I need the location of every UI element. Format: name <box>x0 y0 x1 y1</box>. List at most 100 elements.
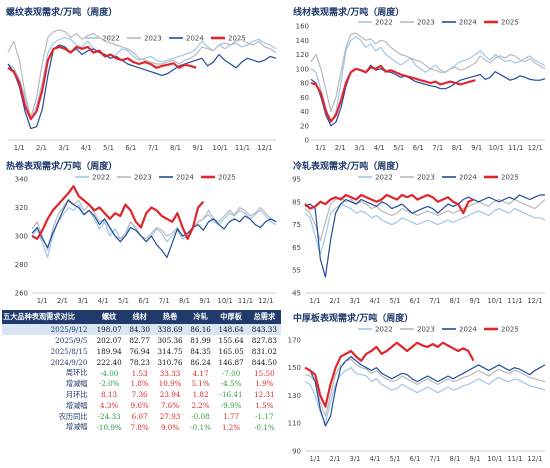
row-label: 月环比 <box>65 389 88 399</box>
x-tick-label: 4/1 <box>374 144 385 152</box>
table-row: 2025/9/12 198.07 84.30 338.69 86.16 148.64 843… <box>2 324 281 335</box>
table-header-cell: 总需求 <box>247 310 281 324</box>
legend-label: 2022 <box>375 174 393 182</box>
table-cell: 165.05 <box>218 346 244 356</box>
row-label: 农历同比 <box>58 411 88 421</box>
legend: 2022 2023 2024 2025 <box>358 174 519 182</box>
x-tick-label: 7/1 <box>148 144 159 152</box>
chart-title: 中厚板表观需求/万吨（周度） <box>293 314 414 324</box>
x-tick-label: 6/1 <box>138 297 149 305</box>
table-header-cell: 中厚板 <box>214 310 248 324</box>
table-cell: -4.00 <box>99 368 119 378</box>
table-cell: 222.40 <box>96 357 122 367</box>
y-tick-label: 170 <box>288 336 301 344</box>
legend: 2022 2023 2024 2025 <box>75 174 236 182</box>
x-tick-label: 1/1 <box>310 297 321 305</box>
series-line-2025 <box>304 341 475 408</box>
table-cell: 15.50 <box>254 368 275 378</box>
y-tick-label: 110 <box>288 420 301 428</box>
legend-label: 2025 <box>218 174 236 182</box>
series-line-2022 <box>7 36 277 120</box>
series-line-2022 <box>31 203 277 259</box>
legend-label: 2025 <box>228 35 246 43</box>
x-tick-label: 11/1 <box>507 297 522 305</box>
table-cell: 84.35 <box>190 346 211 356</box>
row-label: 增减幅 <box>65 400 88 410</box>
table-cell: 314.75 <box>157 346 183 356</box>
x-tick-label: 2/1 <box>36 144 47 152</box>
table-cell: 33.33 <box>159 368 181 378</box>
y-tick-label: 130 <box>288 392 301 400</box>
hrc-chart: 2022 2023 2024 2025 260 280 300 320 340 1/1 2/1 3/1… <box>15 174 277 305</box>
table-cell: 155.64 <box>218 335 244 345</box>
x-tick-label: 10/1 <box>487 297 502 305</box>
x-tick-label: 5/1 <box>393 144 404 152</box>
y-tick-label: 280 <box>15 261 28 269</box>
y-tick-label: 120 <box>296 51 309 59</box>
x-tick-label: 6/1 <box>410 297 421 305</box>
y-tick-label: 340 <box>15 176 28 184</box>
table-cell: 82.77 <box>129 335 150 345</box>
y-tick-label: 100 <box>296 65 309 73</box>
table-header-cell: 冷轧 <box>186 310 215 324</box>
legend-label: 2023 <box>134 174 152 182</box>
y-tick-label: 75 <box>292 221 301 229</box>
legend-label: 2024 <box>176 174 194 182</box>
x-tick-label: 5/1 <box>390 297 401 305</box>
legend-label: 2023 <box>417 326 435 334</box>
x-tick-label: 3/1 <box>350 297 361 305</box>
legend-label: 2022 <box>375 326 393 334</box>
table-cell: 2.2% <box>191 401 210 411</box>
legend-label: 2024 <box>459 326 477 334</box>
series-line-2023 <box>7 29 277 118</box>
table-body: 2025/9/12 198.07 84.30 338.69 86.16 148.64 843… <box>2 324 281 433</box>
table-row: 增减幅 4.3% 9.6% 7.6% 2.2% -9.9% 1.5% <box>2 400 281 411</box>
table-cell: 4.17 <box>192 368 209 378</box>
crc-chart-panel: 冷轧表观需求/万吨（周度） 2022 2023 2024 2025 45 55 65 75 85… <box>283 155 550 307</box>
table-cell: 844.50 <box>251 357 277 367</box>
legend: 2022 2023 2024 2025 <box>358 19 519 27</box>
legend: 2022 2023 2024 2025 <box>85 35 246 43</box>
table-row: 增减幅 -10.9% 7.8% 9.0% -0.1% 1.2% -0.1% <box>2 422 281 433</box>
legend-label: 2023 <box>417 174 435 182</box>
row-label: 2025/9/12 <box>2 324 93 335</box>
table-row: 2025/9/5 202.07 82.77 305.36 81.99 155.64 827.… <box>2 335 281 346</box>
table-header-row: 五大品种表观需求对比 螺纹 线材 热卷 冷轧 中厚板 总需求 <box>2 310 281 324</box>
demand-comparison-table: 五大品种表观需求对比 螺纹 线材 热卷 冷轧 中厚板 总需求 2025/9/12… <box>2 310 281 433</box>
table-cell: 831.02 <box>251 346 277 356</box>
series-line-2022 <box>304 367 546 424</box>
table-cell: 8.13 <box>101 390 118 400</box>
row-label: 2025/8/15 <box>50 346 88 356</box>
table-cell: 1.2% <box>221 422 241 432</box>
y-tick-label: 150 <box>288 364 301 372</box>
x-tick-label: 3/1 <box>350 455 361 463</box>
rebar-chart-panel: 螺纹表观需求/万吨（周度） 2022 2023 2024 2025 1/1 2/1 3/1 4… <box>0 0 280 155</box>
table-cell: 1.8% <box>130 379 149 389</box>
x-tick-label: 2/1 <box>335 144 346 152</box>
series-line-2024 <box>304 355 546 427</box>
table-cell: 7.6% <box>160 401 180 411</box>
x-tick-label: 11/1 <box>508 144 523 152</box>
table-cell: -7.00 <box>221 368 241 378</box>
x-tick-label: 6/1 <box>413 144 424 152</box>
row-label: 增减幅 <box>65 422 88 432</box>
table-cell: 1.77 <box>223 412 240 422</box>
legend: 2022 2023 2024 2025 <box>358 326 519 334</box>
table-cell: 7.8% <box>130 422 149 432</box>
x-tick-label: 4/1 <box>98 297 109 305</box>
y-tick-label: 20 <box>300 122 309 130</box>
series-line-2024 <box>31 199 277 259</box>
table-cell: 76.94 <box>129 346 150 356</box>
table-cell: 5.1% <box>191 379 210 389</box>
chart-title: 冷轧表观需求/万吨（周度） <box>293 162 405 172</box>
table-cell: 6.07 <box>131 412 148 422</box>
series-line-2024 <box>310 64 546 127</box>
x-tick-label: 3/1 <box>354 144 365 152</box>
table-cell: 202.07 <box>96 335 122 345</box>
x-tick-label: 12/1 <box>527 297 542 305</box>
table-cell: -4.5% <box>220 379 242 389</box>
y-tick-label: 140 <box>296 37 309 45</box>
x-tick-label: 9/1 <box>192 144 203 152</box>
table-cell: -10.9% <box>96 422 122 432</box>
table-cell: 12.31 <box>254 390 275 400</box>
